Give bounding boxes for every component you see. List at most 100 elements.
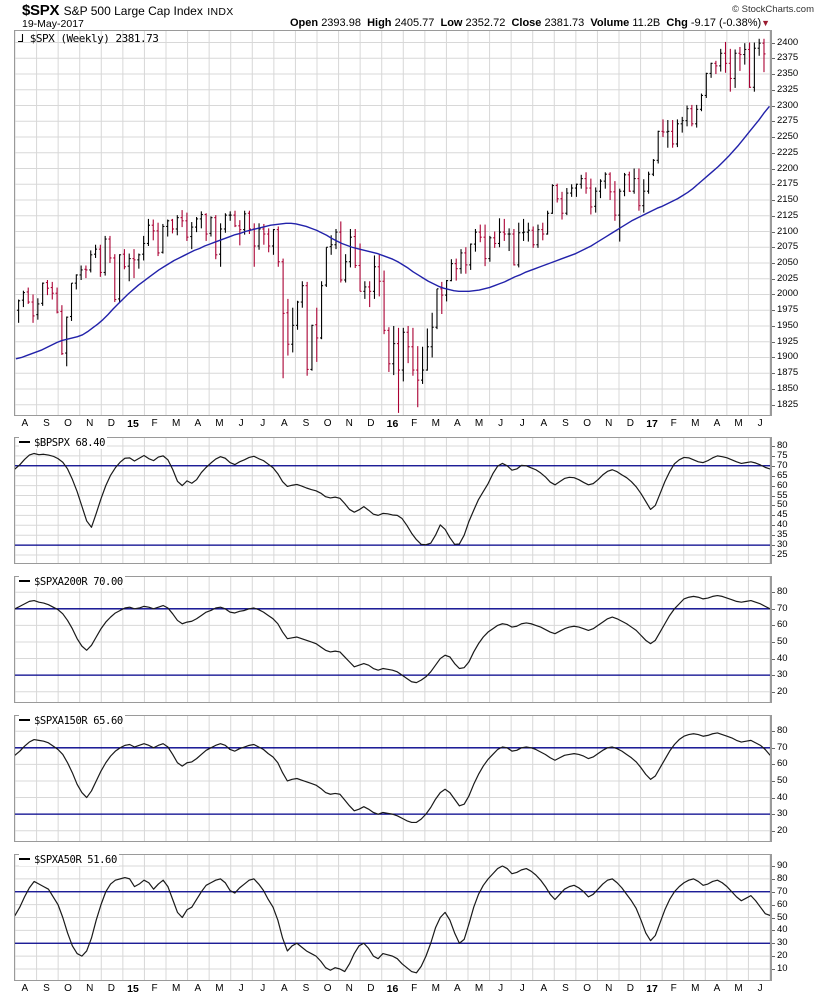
bpspx-indicator-panel[interactable] xyxy=(14,437,771,564)
ohlc-bar xyxy=(180,210,184,228)
y-axis-tick-label: 2200 xyxy=(777,162,799,174)
x-axis-month-label: O xyxy=(64,418,72,429)
price-y-axis: 2400 2375 2350 2325 2300 2275 2250 2225 2200 2175… xyxy=(771,30,820,416)
spxa150r-plot-area[interactable] xyxy=(15,716,770,841)
y-axis-tick-label: 1825 xyxy=(777,398,799,410)
ohlc-bar xyxy=(79,265,83,280)
y-axis-tick-mark xyxy=(771,555,775,557)
y-axis-spine xyxy=(771,437,772,564)
y-axis-tick-mark xyxy=(771,262,775,264)
ohlc-bar xyxy=(603,172,607,189)
y-axis-tick-mark xyxy=(771,658,775,660)
a50r-svg xyxy=(15,855,770,980)
x-axis-month-label: O xyxy=(323,983,332,994)
y-axis-tick-mark xyxy=(771,231,775,233)
y-axis-tick-mark xyxy=(771,814,775,816)
ohlc-bar xyxy=(185,212,189,241)
y-axis-tick-label: 70 xyxy=(777,885,788,897)
ohlc-bar xyxy=(377,254,381,297)
x-axis-month-label: F xyxy=(670,418,677,429)
y-axis-tick-label: 80 xyxy=(777,586,788,598)
x-axis-month-label: A xyxy=(194,983,202,994)
ohlc-bar xyxy=(401,327,405,382)
ohlc-bar xyxy=(60,305,64,355)
ohlc-bar xyxy=(228,211,232,221)
ohlc-bar xyxy=(348,228,352,268)
x-axis-month-label: J xyxy=(498,418,504,429)
ohlc-bar xyxy=(368,281,372,308)
ohlc-bar xyxy=(507,228,511,252)
y-axis-tick-label: 1950 xyxy=(777,319,799,331)
y-axis-tick-label: 1850 xyxy=(777,382,799,394)
ohlc-bar xyxy=(344,254,348,283)
price-plot-area[interactable] xyxy=(15,31,770,415)
open-value: 2393.98 xyxy=(321,17,361,29)
spxa200r-series-label: $SPXA200R 70.00 xyxy=(19,576,125,588)
ohlc-bar xyxy=(709,62,713,78)
y-axis-tick-label: 70 xyxy=(777,602,788,614)
ohlc-bar xyxy=(719,48,723,72)
ohlc-bar xyxy=(55,287,59,314)
ohlc-bar xyxy=(281,258,285,379)
x-axis-month-label: N xyxy=(345,983,353,994)
y-axis-tick-label: 1875 xyxy=(777,367,799,379)
price-chart-panel[interactable] xyxy=(14,30,771,416)
ohlc-bar xyxy=(675,119,679,148)
chevron-down-icon[interactable]: ▼ xyxy=(761,18,771,28)
bpspx-plot-area[interactable] xyxy=(15,438,770,563)
ohlc-bar xyxy=(695,104,699,128)
y-axis-tick-mark xyxy=(771,830,775,832)
ohlc-bar xyxy=(699,93,704,112)
y-axis-tick-mark xyxy=(771,184,775,186)
y-axis-tick-label: 2250 xyxy=(777,131,799,143)
symbol-ticker: $SPX xyxy=(22,2,60,19)
y-axis-tick-mark xyxy=(771,797,775,799)
spxa50r-y-axis: 90 80 70 60 50 40 30 20 10 xyxy=(771,854,820,981)
spxa150r-indicator-panel[interactable] xyxy=(14,715,771,842)
x-axis-month-label: S xyxy=(562,418,569,429)
y-axis-tick-mark xyxy=(771,535,775,537)
ohlc-bar xyxy=(752,42,756,92)
ohlc-bar xyxy=(286,298,290,356)
ohlc-bar xyxy=(382,270,386,335)
ohlc-bar xyxy=(194,217,199,233)
x-axis-month-label: A xyxy=(713,983,721,994)
ohlc-bar xyxy=(411,327,415,376)
y-axis-tick-label: 20 xyxy=(777,950,788,962)
ohlc-bar xyxy=(632,168,636,194)
y-axis-tick-mark xyxy=(771,42,775,44)
ohlc-bar xyxy=(190,222,194,250)
spxa50r-plot-area[interactable] xyxy=(15,855,770,980)
ohlc-bar xyxy=(517,222,521,268)
ohlc-bar xyxy=(334,228,338,250)
quote-date: 19-May-2017 xyxy=(22,18,84,30)
y-axis-tick-label: 50 xyxy=(777,499,788,511)
legend-line-icon xyxy=(19,719,30,721)
y-axis-tick-label: 2075 xyxy=(777,241,799,253)
ohlc-bar xyxy=(574,183,578,197)
y-axis-tick-label: 1900 xyxy=(777,351,799,363)
ohlc-bar xyxy=(137,253,141,269)
ohlc-bar xyxy=(512,228,516,266)
ohlc-bar xyxy=(89,250,93,273)
x-axis-month-label: A xyxy=(454,418,461,429)
y-axis-tick-mark xyxy=(771,278,775,280)
ohlc-bar xyxy=(469,243,473,270)
chart-header: $SPX S&P 500 Large Cap Index INDX 19-May… xyxy=(0,0,820,30)
y-axis-tick-label: 2400 xyxy=(777,36,799,48)
y-axis-tick-mark xyxy=(771,105,775,107)
x-axis-month-label: O xyxy=(583,418,592,429)
y-axis-tick-mark xyxy=(771,764,775,766)
ohlc-bar xyxy=(421,346,425,384)
y-axis-tick-mark xyxy=(771,310,775,312)
spxa50r-indicator-panel[interactable] xyxy=(14,854,771,981)
ohlc-bar xyxy=(276,226,280,267)
x-axis-month-label: O xyxy=(323,418,332,429)
x-axis-month-label: M xyxy=(734,983,743,994)
y-axis-tick-label: 40 xyxy=(777,519,788,531)
spxa200r-plot-area[interactable] xyxy=(15,577,770,702)
y-axis-tick-label: 40 xyxy=(777,652,788,664)
volume-label: Volume xyxy=(590,17,630,29)
spxa200r-indicator-panel[interactable] xyxy=(14,576,771,703)
ohlc-bar xyxy=(728,48,732,92)
